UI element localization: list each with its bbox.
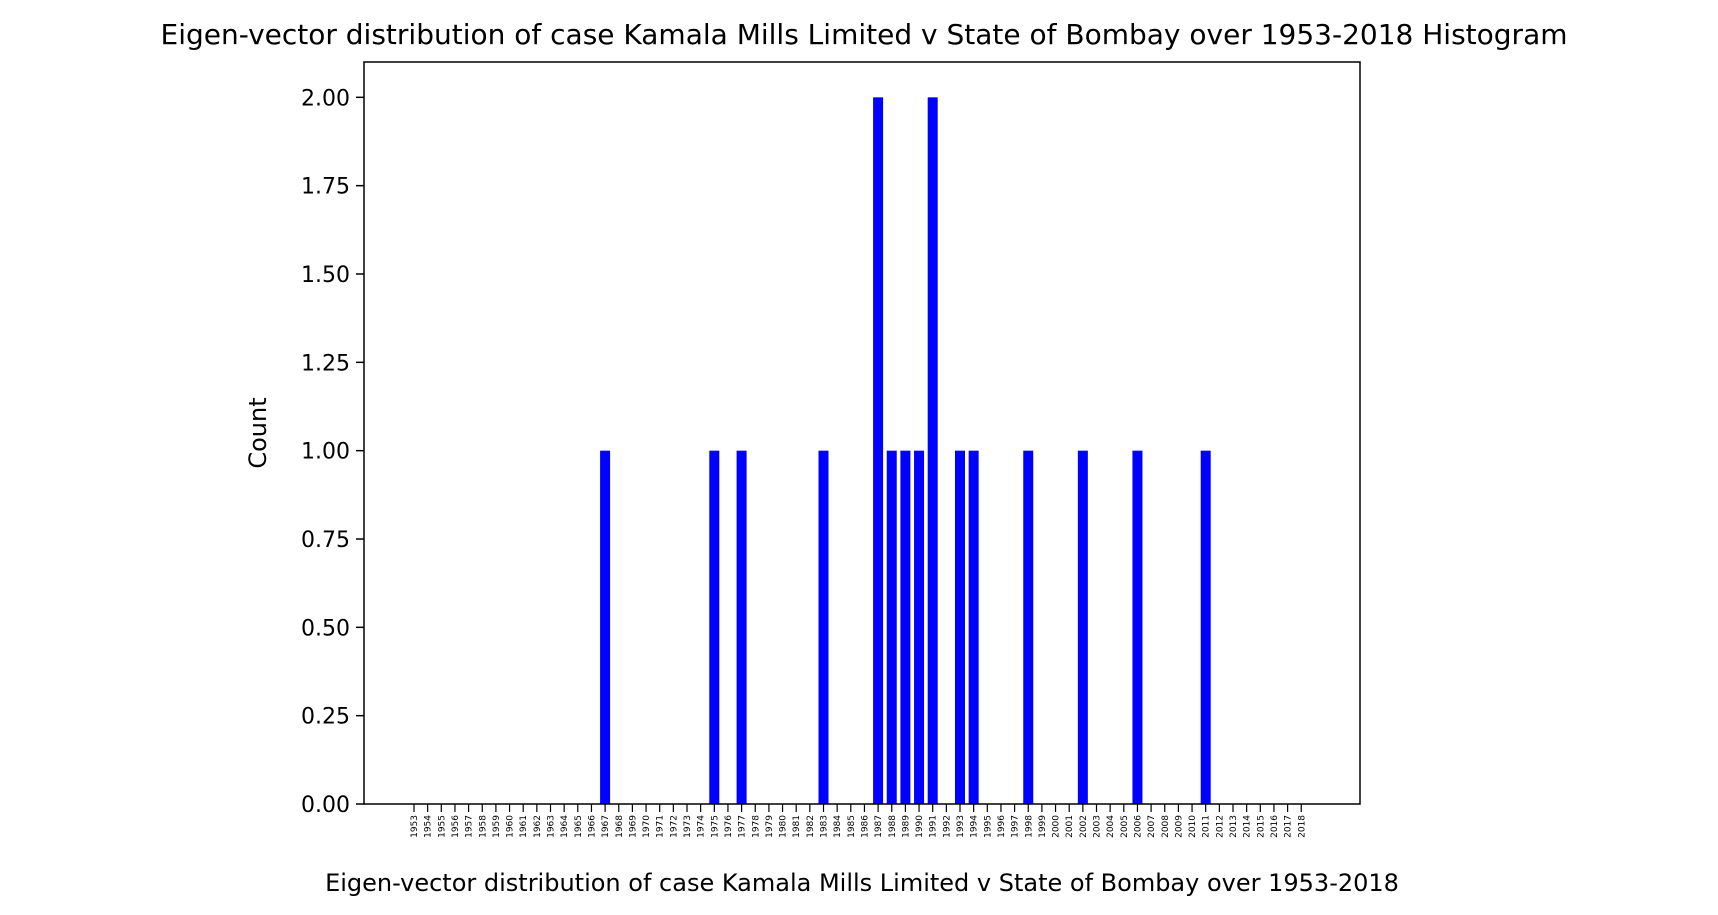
x-tick-label: 1959 <box>492 815 502 838</box>
x-tick-label: 2015 <box>1256 815 1266 838</box>
bar-1990 <box>914 450 925 804</box>
x-tick-label: 2017 <box>1284 815 1294 838</box>
bar-1991 <box>927 97 938 804</box>
x-tick-label: 1996 <box>997 815 1007 838</box>
x-tick-label: 2016 <box>1270 815 1280 838</box>
bar-1975 <box>709 450 720 804</box>
x-tick-label: 1980 <box>779 815 789 838</box>
x-tick-label: 1955 <box>437 815 447 838</box>
x-tick-label: 1978 <box>751 815 761 838</box>
x-tick-label: 1974 <box>697 815 707 838</box>
bar-1993 <box>955 450 965 804</box>
x-tick-label: 1997 <box>1011 815 1021 838</box>
x-tick-label: 1990 <box>915 815 925 838</box>
bar-2011 <box>1200 450 1211 804</box>
bar-2006 <box>1132 450 1143 804</box>
x-tick-label: 1971 <box>656 815 666 838</box>
bar-1977 <box>736 450 747 804</box>
x-tick-label: 1967 <box>601 815 611 838</box>
x-tick-label: 1975 <box>710 815 720 838</box>
x-tick-label: 1973 <box>683 815 693 838</box>
bar-1989 <box>900 450 911 804</box>
x-tick-label: 2014 <box>1243 815 1253 838</box>
x-tick-label: 1986 <box>860 815 870 838</box>
bar-1983 <box>818 450 829 804</box>
x-tick-label: 1969 <box>628 815 638 838</box>
x-tick-label: 2008 <box>1161 815 1171 838</box>
x-tick-label: 2018 <box>1297 815 1307 838</box>
x-tick-label: 1993 <box>956 815 966 838</box>
x-tick-label: 1957 <box>465 815 475 838</box>
x-tick-label: 1981 <box>792 815 802 838</box>
bar-1994 <box>968 450 979 804</box>
x-tick-label: 2010 <box>1188 815 1198 838</box>
x-tick-label: 1972 <box>669 815 679 838</box>
y-tick-label: 0.25 <box>301 705 350 730</box>
x-tick-label: 1979 <box>765 815 775 838</box>
x-tick-label: 1982 <box>806 815 816 838</box>
x-tick-label: 1970 <box>642 815 652 838</box>
x-tick-label: 2004 <box>1106 815 1116 838</box>
x-tick-label: 1991 <box>929 815 939 838</box>
y-tick-label: 0.00 <box>301 793 350 818</box>
x-tick-label: 2012 <box>1215 815 1225 838</box>
x-tick-label: 1953 <box>410 815 420 838</box>
x-tick-label: 1989 <box>901 815 911 838</box>
chart-title: Eigen-vector distribution of case Kamala… <box>161 18 1568 51</box>
x-tick-label: 2002 <box>1079 815 1089 838</box>
x-tick-label: 1999 <box>1038 815 1048 838</box>
y-tick-label: 2.00 <box>301 86 350 111</box>
x-tick-label: 1966 <box>587 815 597 838</box>
x-tick-label: 1983 <box>820 815 830 838</box>
x-tick-label: 1976 <box>724 815 734 838</box>
x-axis: 1953 1954 1955 1956 1957 1958 1959 1960 1961 1962… <box>410 804 1307 838</box>
x-tick-label: 1958 <box>478 815 488 838</box>
y-tick-label: 1.25 <box>301 351 350 376</box>
x-tick-label: 2011 <box>1202 815 1212 838</box>
x-tick-label: 1984 <box>833 815 843 838</box>
y-tick-label: 0.75 <box>301 528 350 553</box>
x-tick-label: 1998 <box>1024 815 1034 838</box>
y-axis-label: Count <box>244 397 272 468</box>
x-tick-label: 1965 <box>574 815 584 838</box>
x-tick-label: 2009 <box>1174 815 1184 838</box>
bar-1998 <box>1023 450 1034 804</box>
x-tick-label: 1954 <box>424 815 434 838</box>
x-tick-label: 2000 <box>1052 815 1062 838</box>
x-tick-label: 2005 <box>1120 815 1130 838</box>
x-tick-label: 1964 <box>560 815 570 838</box>
x-tick-label: 1977 <box>738 815 748 838</box>
x-tick-label: 2006 <box>1133 815 1143 838</box>
x-tick-label: 1968 <box>615 815 625 838</box>
x-tick-label: 1987 <box>874 815 884 838</box>
y-tick-label: 1.50 <box>301 263 350 288</box>
y-axis: 0.00 0.25 0.50 0.75 1.00 1.25 1.50 1.75 2.00 <box>301 86 364 818</box>
bar-1988 <box>886 450 897 804</box>
x-tick-label: 2007 <box>1147 815 1157 838</box>
x-tick-label: 2003 <box>1093 815 1103 838</box>
x-tick-label: 2013 <box>1229 815 1239 838</box>
x-tick-label: 1992 <box>942 815 952 838</box>
x-tick-label: 1962 <box>533 815 543 838</box>
x-tick-label: 1995 <box>983 815 993 838</box>
x-tick-label: 1985 <box>847 815 857 838</box>
bar-1987 <box>873 97 884 804</box>
x-tick-label: 1961 <box>519 815 529 838</box>
x-tick-label: 2001 <box>1065 815 1075 838</box>
y-tick-label: 1.75 <box>301 175 350 200</box>
plot-area-frame <box>363 61 1361 805</box>
x-tick-label: 1956 <box>451 815 461 838</box>
bars-group <box>600 97 1211 804</box>
x-tick-label: 1963 <box>547 815 557 838</box>
x-axis-label: Eigen-vector distribution of case Kamala… <box>325 869 1399 897</box>
x-tick-label: 1960 <box>506 815 516 838</box>
x-tick-label: 1988 <box>888 815 898 838</box>
y-tick-label: 1.00 <box>301 440 350 465</box>
y-tick-label: 0.50 <box>301 616 350 641</box>
bar-2002 <box>1077 450 1088 804</box>
x-tick-label: 1994 <box>970 815 980 838</box>
bar-1967 <box>600 450 611 804</box>
